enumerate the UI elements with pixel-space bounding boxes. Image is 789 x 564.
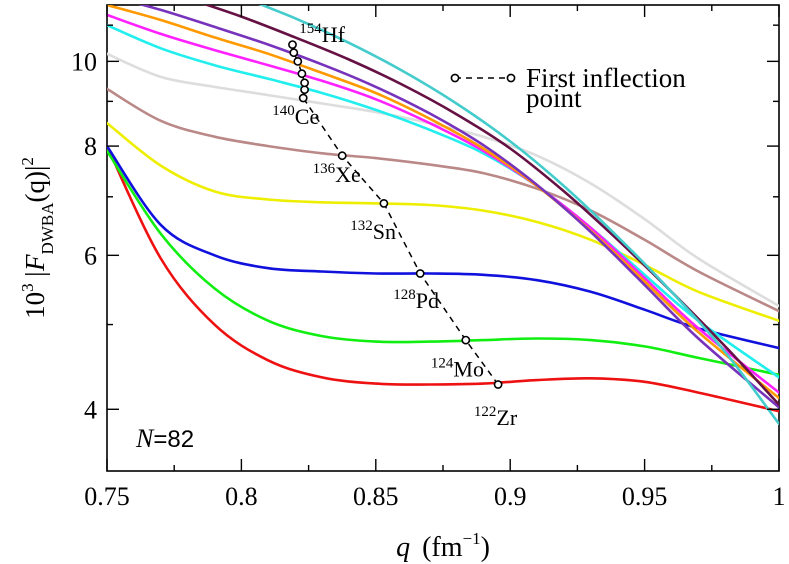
- y-axis-label: 103 |FDWBA(q)|2: [18, 157, 57, 319]
- legend-point-right: [506, 73, 516, 83]
- series-132Sn: [107, 121, 779, 323]
- inflection-point-2: [415, 269, 425, 278]
- nucleus-label-136Xe: 136Xe: [313, 161, 361, 187]
- inflection-point-4: [337, 151, 347, 161]
- nucleus-labels: 154Hf 140Ce 136Xe 132Sn 128Pd 124Mo 122Zr: [272, 21, 518, 430]
- inflection-point-5: [298, 93, 308, 103]
- series-magenta: [107, 13, 779, 394]
- nucleus-mass-136: 136: [313, 161, 336, 177]
- y-axis-label-sub: DWBA: [38, 202, 57, 255]
- x-axis-label-unit: (fm: [422, 532, 463, 563]
- inflection-point-0: [493, 380, 503, 389]
- nucleus-label-122Zr: 122Zr: [474, 404, 518, 430]
- inflection-point-10: [289, 48, 299, 58]
- x-tick-label-0.75: 0.75: [84, 482, 130, 511]
- nucleus-mass-132: 132: [350, 218, 373, 234]
- n-annotation: N=82: [135, 424, 194, 453]
- nucleus-symbol-Mo: Mo: [453, 357, 484, 382]
- series-layer: [107, 5, 779, 426]
- legend-point-left: [450, 73, 460, 83]
- n-annotation-n: N: [135, 424, 155, 453]
- series-orange: [107, 5, 779, 400]
- y-tick-label-8: 8: [84, 132, 97, 161]
- x-tick-label-0.85: 0.85: [353, 482, 399, 511]
- inflection-point-3: [379, 198, 389, 208]
- inflection-points: [288, 40, 503, 389]
- nucleus-label-154Hf: 154Hf: [299, 21, 345, 47]
- x-tick-label-0.9: 0.9: [494, 482, 527, 511]
- series-136Xe: [107, 87, 779, 313]
- series-turquoise: [258, 5, 779, 426]
- x-tick-label-0.95: 0.95: [622, 482, 668, 511]
- y-tick-label-6: 6: [84, 241, 97, 270]
- legend-text-line1: First inflection: [526, 63, 686, 93]
- x-axis-label-q: q: [396, 532, 410, 563]
- inflection-point-9: [293, 57, 303, 66]
- axis-ticks: 0.75 0.8 0.85 0.9 0.95 1 4 6 8 10: [71, 5, 786, 511]
- x-tick-label-1: 1: [773, 482, 786, 511]
- nucleus-label-140Ce: 140Ce: [272, 103, 319, 129]
- series-140Ce: [107, 23, 779, 379]
- series-124Mo: [107, 149, 779, 377]
- nucleus-label-132Sn: 132Sn: [350, 218, 396, 244]
- y-axis-label-sq: 2: [18, 157, 37, 166]
- series-purple: [138, 5, 779, 409]
- inflection-point-8: [297, 69, 307, 79]
- nucleus-symbol-Ce: Ce: [295, 104, 319, 129]
- legend-text-line2: point: [526, 83, 582, 113]
- y-axis-label-body: |F: [20, 254, 50, 278]
- series-light-gray: [107, 52, 779, 308]
- nucleus-label-128Pd: 128Pd: [393, 287, 439, 313]
- inflection-point-7: [300, 78, 309, 88]
- nucleus-symbol-Zr: Zr: [496, 405, 517, 430]
- series-128Pd: [107, 144, 779, 350]
- inflection-point-11: [288, 40, 297, 49]
- nucleus-label-124Mo: 124Mo: [431, 356, 484, 382]
- nucleus-symbol-Xe: Xe: [335, 162, 361, 187]
- y-axis-label-prefix: 10: [20, 292, 50, 319]
- y-tick-label-4: 4: [84, 395, 97, 424]
- nucleus-symbol-Hf: Hf: [322, 22, 346, 47]
- y-axis-label-exp: 3: [18, 283, 37, 292]
- nucleus-mass-124: 124: [431, 356, 454, 372]
- nucleus-mass-128: 128: [393, 287, 416, 303]
- nucleus-mass-140: 140: [272, 103, 295, 119]
- x-axis-label-close: ): [481, 532, 490, 563]
- nucleus-mass-122: 122: [474, 404, 497, 420]
- x-axis-label: q (fm−1): [396, 529, 490, 563]
- n-annotation-value: =82: [153, 426, 194, 453]
- y-axis-label-paren: (q)|: [20, 166, 50, 203]
- x-tick-label-0.8: 0.8: [225, 482, 258, 511]
- nucleus-mass-154: 154: [299, 21, 322, 37]
- nucleus-symbol-Pd: Pd: [416, 288, 439, 313]
- y-tick-label-10: 10: [71, 47, 97, 76]
- legend: First inflection point: [450, 63, 686, 113]
- nucleus-symbol-Sn: Sn: [373, 219, 396, 244]
- x-axis-label-exp: −1: [463, 529, 481, 548]
- series-154Hf: [203, 5, 779, 406]
- series-122Zr: [107, 144, 779, 413]
- inflection-point-1: [461, 335, 471, 345]
